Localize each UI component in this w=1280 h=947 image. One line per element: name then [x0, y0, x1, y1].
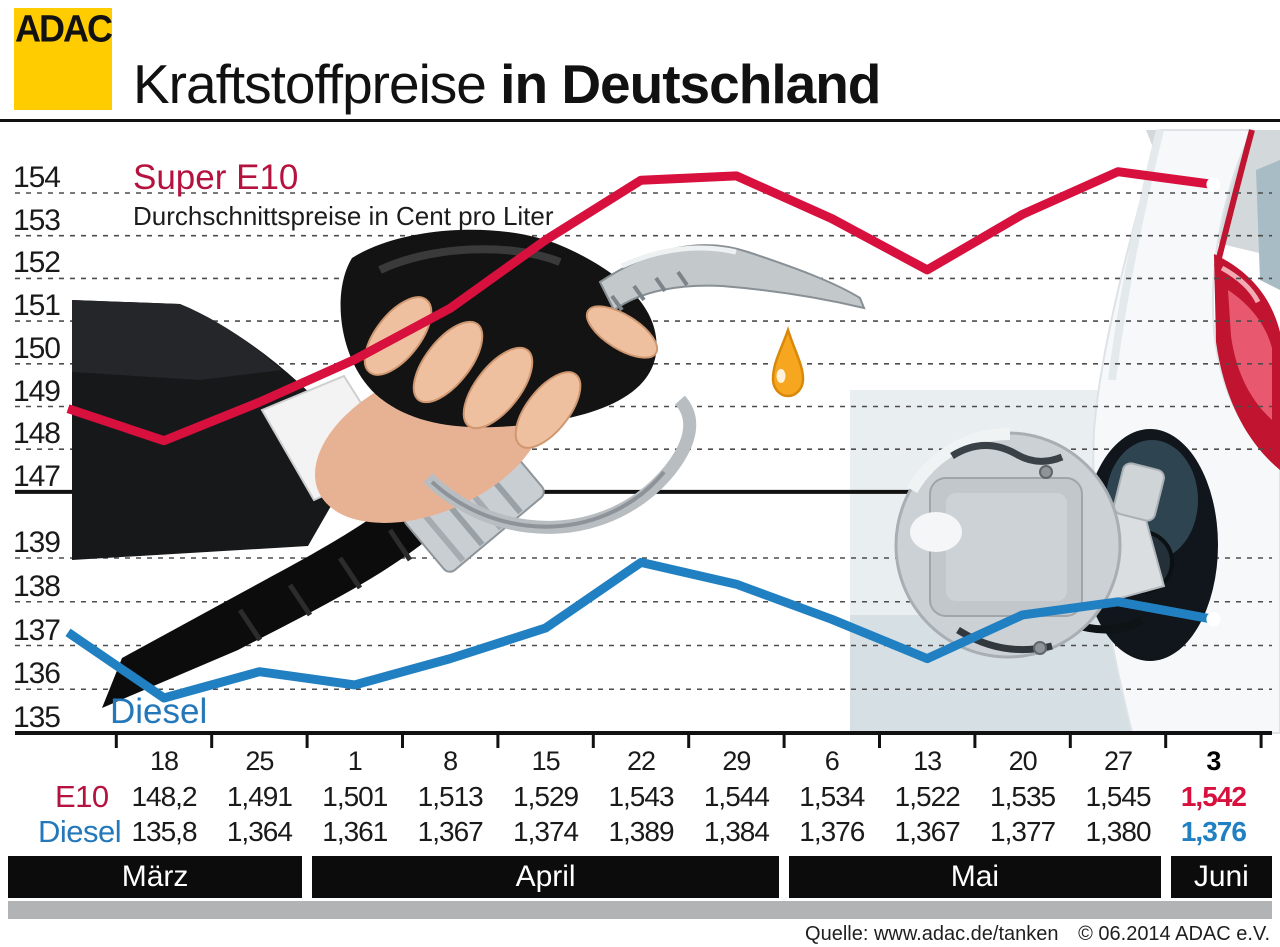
table-cell-e10-27: 1,545 — [1085, 781, 1151, 812]
y-label-138: 138 — [12, 569, 61, 603]
x-date-29: 29 — [722, 746, 751, 776]
table-cell-e10-15: 1,529 — [513, 781, 579, 812]
x-date-18: 18 — [149, 746, 179, 776]
x-date-27: 27 — [1103, 746, 1133, 776]
table-cell-diesel-1: 1,361 — [322, 816, 388, 847]
page-title-bold: in Deutschland — [500, 53, 881, 115]
y-label-149: 149 — [12, 374, 61, 408]
table-cell-e10-22: 1,543 — [608, 781, 674, 812]
footer-source-line: Quelle: www.adac.de/tanken © 06.2014 ADA… — [791, 923, 1270, 946]
footer-copyright: © 06.2014 ADAC e.V. — [1078, 923, 1270, 945]
bottom-gray-bar — [8, 901, 1272, 919]
table-cell-e10-3: 1,542 — [1180, 781, 1247, 812]
line-e10 — [66, 167, 1214, 446]
chart-subtitle: Durchschnittspreise in Cent pro Liter — [133, 201, 554, 231]
table-cell-e10-20: 1,535 — [990, 781, 1056, 812]
footer-source: Quelle: www.adac.de/tanken — [805, 923, 1059, 945]
x-date-22: 22 — [626, 746, 656, 776]
month-bar-april: April — [312, 856, 780, 898]
table-cell-e10-29: 1,544 — [703, 781, 770, 812]
table-cell-diesel-25: 1,364 — [226, 816, 293, 847]
page-title-light: Kraftstoffpreise — [133, 53, 487, 115]
y-label-137: 137 — [12, 613, 61, 647]
table-cell-e10-25: 1,491 — [226, 781, 293, 812]
y-label-153: 153 — [12, 203, 61, 237]
table-cell-diesel-22: 1,389 — [608, 816, 674, 847]
series-label-diesel: Diesel — [110, 692, 208, 731]
table-cell-diesel-6: 1,376 — [799, 816, 865, 847]
table-cell-diesel-20: 1,377 — [990, 816, 1056, 847]
y-label-151: 151 — [12, 289, 61, 323]
table-cell-diesel-13: 1,367 — [894, 816, 961, 847]
x-date-3: 3 — [1206, 746, 1221, 776]
y-label-152: 152 — [12, 246, 61, 280]
fuel-filler-door-photo — [894, 427, 1218, 661]
y-label-154: 154 — [12, 161, 61, 194]
adac-logo-text: ADAC — [15, 6, 113, 50]
table-cell-e10-18: 148,2 — [131, 781, 197, 812]
month-bar-märz: März — [8, 856, 303, 898]
x-date-1: 1 — [347, 746, 363, 776]
y-label-136: 136 — [12, 657, 61, 691]
table-cell-e10-6: 1,534 — [799, 781, 865, 812]
y-label-147: 147 — [12, 459, 61, 493]
table-cell-e10-1: 1,501 — [322, 781, 388, 812]
x-date-25: 25 — [245, 746, 274, 776]
table-cell-diesel-15: 1,374 — [513, 816, 579, 847]
chart-data-lines — [15, 167, 1272, 748]
table-cell-diesel-8: 1,367 — [417, 816, 484, 847]
table-cell-diesel-27: 1,380 — [1085, 816, 1151, 847]
y-label-150: 150 — [12, 331, 61, 365]
table-row-label-e10: E10 — [55, 779, 109, 814]
month-bar-mai: Mai — [789, 856, 1161, 898]
fuel-drop-icon — [771, 326, 805, 398]
x-date-6: 6 — [824, 746, 840, 776]
x-date-15: 15 — [531, 746, 561, 776]
x-date-8: 8 — [443, 746, 458, 776]
table-cell-diesel-29: 1,384 — [703, 816, 770, 847]
page-title: Kraftstoffpreise in Deutschland — [133, 52, 881, 116]
month-bar-juni: Juni — [1170, 856, 1272, 898]
line-diesel — [65, 557, 1215, 703]
table-row-label-diesel: Diesel — [38, 814, 122, 849]
table-cell-diesel-3: 1,376 — [1180, 816, 1247, 847]
y-label-135: 135 — [12, 701, 61, 734]
table-cell-e10-13: 1,522 — [894, 781, 961, 812]
adac-logo: ADAC — [14, 6, 113, 110]
pump-nozzle-photo — [72, 229, 866, 708]
end-dot-e10 — [1206, 177, 1221, 192]
x-date-13: 13 — [913, 746, 942, 776]
x-date-20: 20 — [1008, 746, 1038, 776]
title-divider — [0, 119, 1280, 122]
series-label-super-e10: Super E10 — [133, 158, 299, 197]
y-label-148: 148 — [12, 417, 61, 451]
table-cell-diesel-18: 135,8 — [131, 816, 197, 847]
y-label-139: 139 — [12, 526, 61, 559]
end-dot-diesel — [1206, 612, 1221, 627]
table-cell-e10-8: 1,513 — [417, 781, 484, 812]
